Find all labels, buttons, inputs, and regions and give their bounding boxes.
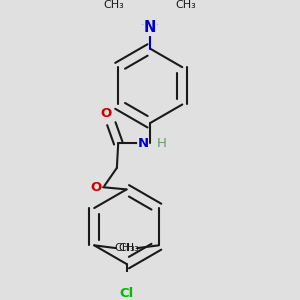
- Text: Cl: Cl: [119, 286, 134, 300]
- Text: CH₃: CH₃: [176, 1, 196, 10]
- Text: H: H: [157, 136, 167, 149]
- Text: CH₃: CH₃: [118, 243, 139, 253]
- Text: O: O: [90, 181, 102, 194]
- Text: CH₃: CH₃: [103, 1, 124, 10]
- Text: O: O: [101, 106, 112, 119]
- Text: N: N: [144, 20, 156, 35]
- Text: N: N: [137, 136, 148, 149]
- Text: CH₃: CH₃: [114, 243, 135, 253]
